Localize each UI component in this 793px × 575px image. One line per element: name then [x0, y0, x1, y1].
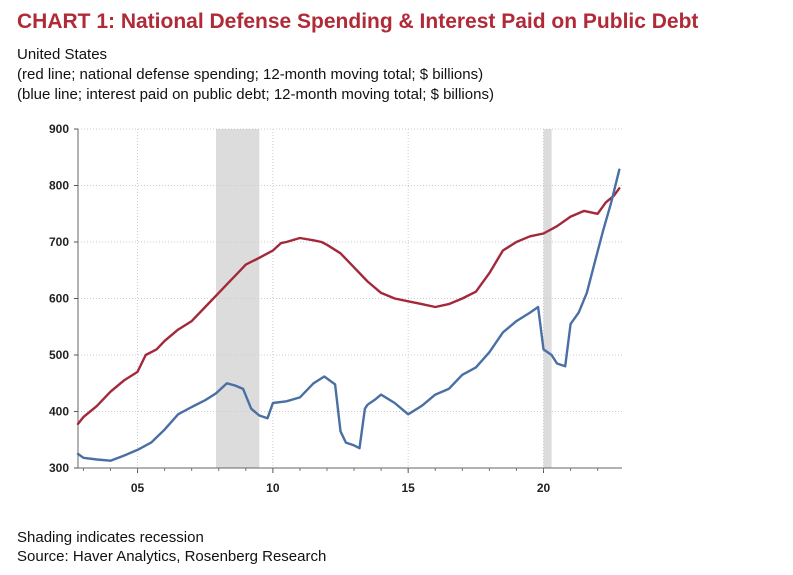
y-tick-label-500: 500	[49, 348, 69, 362]
axes	[74, 128, 622, 473]
tick-labels: 300 400 500 600 700 800 900 05 10 15 20	[49, 122, 551, 495]
y-tick-label-900: 900	[49, 122, 69, 136]
gridlines	[78, 128, 622, 468]
y-tick-label-600: 600	[49, 292, 69, 306]
source-note: Source: Haver Analytics, Rosenberg Resea…	[17, 548, 327, 565]
subtitle-country: United States	[17, 46, 108, 63]
y-tick-label-700: 700	[49, 235, 69, 249]
x-tick-label-15: 15	[402, 481, 416, 495]
subtitle-blue-line: (blue line; interest paid on public debt…	[17, 86, 494, 103]
y-tick-label-400: 400	[49, 405, 69, 419]
recession-note: Shading indicates recession	[17, 529, 204, 546]
chart-title: CHART 1: National Defense Spending & Int…	[17, 10, 699, 33]
x-tick-label-10: 10	[266, 481, 280, 495]
x-tick-label-05: 05	[131, 481, 145, 495]
x-tick-label-20: 20	[537, 481, 551, 495]
recession-band-1	[543, 129, 552, 468]
interest-series-line	[76, 168, 621, 462]
y-tick-label-800: 800	[49, 179, 69, 193]
subtitle-red-line: (red line; national defense spending; 12…	[17, 66, 484, 83]
y-tick-label-300: 300	[49, 461, 69, 475]
series	[76, 168, 621, 462]
defense-series-line	[76, 187, 621, 426]
